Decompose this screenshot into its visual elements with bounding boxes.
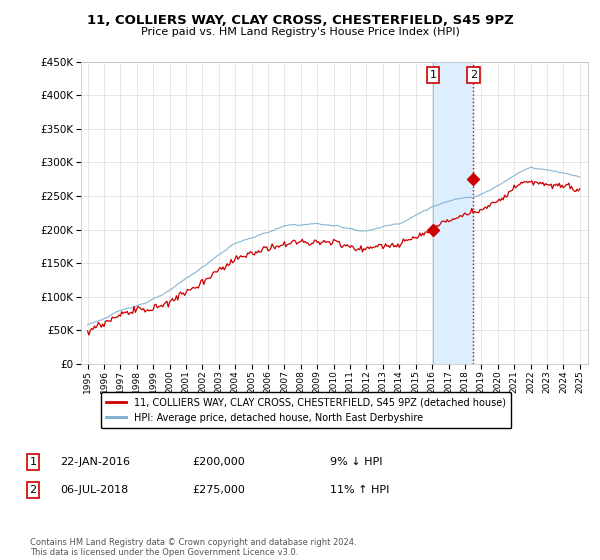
- Bar: [433, 62, 473, 364]
- Text: 1: 1: [29, 457, 37, 467]
- Text: 06-JUL-2018: 06-JUL-2018: [60, 485, 128, 495]
- Text: Contains HM Land Registry data © Crown copyright and database right 2024.
This d: Contains HM Land Registry data © Crown c…: [30, 538, 356, 557]
- Text: 2: 2: [470, 70, 477, 80]
- Legend: 11, COLLIERS WAY, CLAY CROSS, CHESTERFIELD, S45 9PZ (detached house), HPI: Avera: 11, COLLIERS WAY, CLAY CROSS, CHESTERFIE…: [101, 392, 511, 428]
- Text: £200,000: £200,000: [192, 457, 245, 467]
- Text: 11% ↑ HPI: 11% ↑ HPI: [330, 485, 389, 495]
- Text: 11, COLLIERS WAY, CLAY CROSS, CHESTERFIELD, S45 9PZ: 11, COLLIERS WAY, CLAY CROSS, CHESTERFIE…: [86, 14, 514, 27]
- Text: 1: 1: [430, 70, 437, 80]
- Text: 22-JAN-2016: 22-JAN-2016: [60, 457, 130, 467]
- Text: 2: 2: [29, 485, 37, 495]
- Text: £275,000: £275,000: [192, 485, 245, 495]
- Text: Price paid vs. HM Land Registry's House Price Index (HPI): Price paid vs. HM Land Registry's House …: [140, 27, 460, 37]
- Text: 9% ↓ HPI: 9% ↓ HPI: [330, 457, 383, 467]
